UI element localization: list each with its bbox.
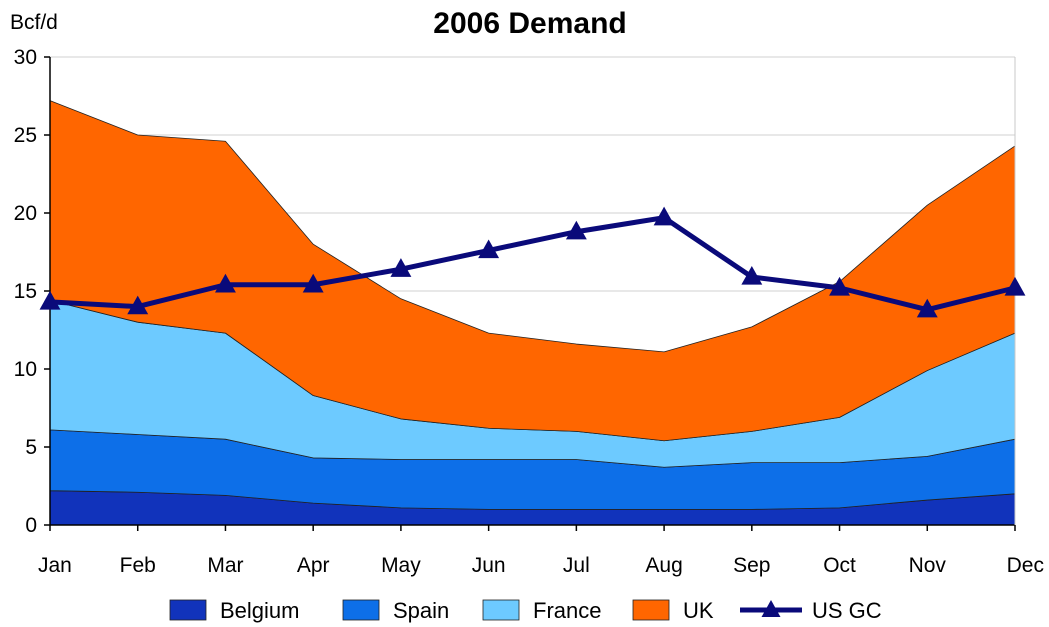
x-tick-label: Jan xyxy=(38,554,72,577)
data-point-us-gc xyxy=(1004,276,1026,296)
x-tick-label: Jul xyxy=(563,554,590,577)
us-gc-line-series xyxy=(39,206,1026,318)
data-point-us-gc xyxy=(39,290,61,310)
x-tick-label: Nov xyxy=(909,554,947,577)
legend-swatch-belgium xyxy=(169,599,207,621)
area-series xyxy=(49,100,1016,526)
data-point-us-gc xyxy=(741,265,763,285)
data-point-us-gc xyxy=(916,298,938,318)
data-point-us-gc xyxy=(829,276,850,296)
data-point-us-gc xyxy=(565,220,587,240)
legend-label-spain: Spain xyxy=(393,598,449,623)
y-tick-label: 25 xyxy=(14,124,37,147)
x-tick-label: Apr xyxy=(297,554,330,577)
y-tick-label: 30 xyxy=(14,46,37,69)
data-point-us-gc xyxy=(302,273,324,293)
y-tick-label: 0 xyxy=(25,514,37,537)
legend-swatch-france xyxy=(482,599,520,621)
legend-label-france: France xyxy=(533,598,601,623)
data-point-us-gc xyxy=(127,295,149,315)
legend-label-uk: UK xyxy=(683,598,714,623)
x-tick-label: Feb xyxy=(120,554,156,577)
legend-marker-us-gc xyxy=(761,600,781,617)
y-tick-label: 10 xyxy=(14,358,37,381)
legend-label-us-gc: US GC xyxy=(812,598,882,623)
y-tick-label: 15 xyxy=(14,280,37,303)
chart-title: 2006 Demand xyxy=(433,7,626,40)
y-tick-label: 5 xyxy=(25,436,37,459)
data-point-us-gc xyxy=(390,258,412,277)
x-tick-label: Aug xyxy=(645,554,682,577)
x-tick-label: Sep xyxy=(733,554,770,577)
legend-label-belgium: Belgium xyxy=(220,598,299,623)
x-tick-label: Oct xyxy=(823,554,856,577)
y-tick-labels: 0 5 10 15 20 25 30 xyxy=(14,46,37,537)
y-axis-unit: Bcf/d xyxy=(10,11,58,34)
legend-swatch-spain xyxy=(342,599,380,621)
line-us-gc xyxy=(49,215,1016,313)
y-tick-label: 20 xyxy=(14,202,37,225)
data-point-us-gc xyxy=(653,206,675,226)
x-tick-label: Jun xyxy=(472,554,506,577)
x-tick-label: Mar xyxy=(207,554,243,577)
x-tick-labels: Jan Feb Mar Apr May Jun Jul Aug Sep Oct Nov Dec xyxy=(38,554,1044,577)
x-tick-label: Dec xyxy=(1007,554,1044,577)
legend-swatch-uk xyxy=(632,599,670,621)
legend: Belgium Spain France UK US GC xyxy=(169,598,882,623)
data-point-us-gc xyxy=(215,273,236,293)
data-point-us-gc xyxy=(478,239,500,259)
x-tick-label: May xyxy=(381,554,421,577)
